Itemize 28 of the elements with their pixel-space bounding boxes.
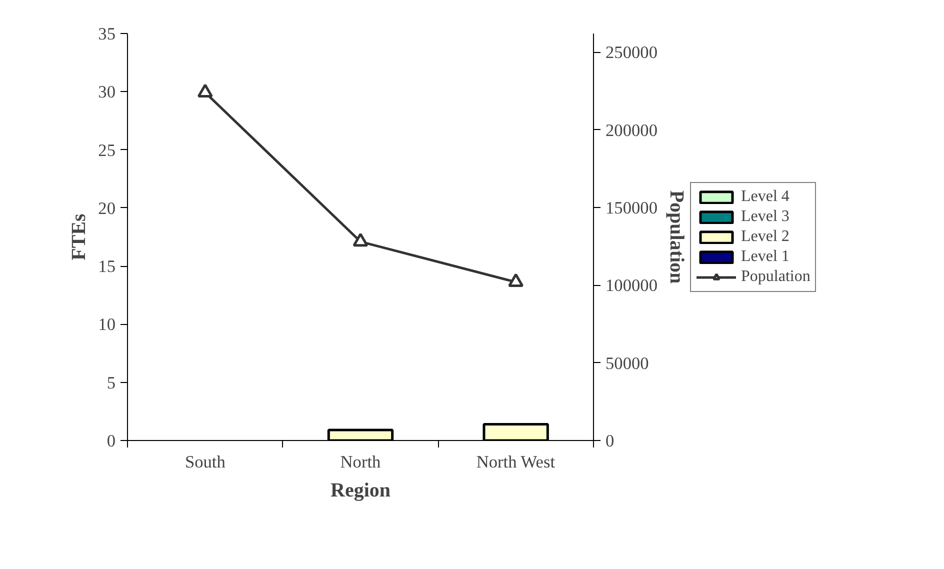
y2-tick-label: 100000 <box>606 276 658 296</box>
point <box>197 84 213 98</box>
y-tick-label: 35 <box>98 24 116 44</box>
x-tick-label: North <box>340 452 382 472</box>
x-axis-title: Region <box>330 480 390 502</box>
y-tick-label: 15 <box>98 257 116 276</box>
y-tick-label: 25 <box>98 140 116 160</box>
y2-axis-title: Population <box>665 190 688 284</box>
point <box>508 273 524 288</box>
y2-tick-label: 0 <box>606 432 614 450</box>
legend-label: Level 1 <box>741 248 790 266</box>
y2-tick-label: 50000 <box>606 354 649 373</box>
y-tick-label: 20 <box>98 198 116 218</box>
y-tick-label: 10 <box>98 315 116 334</box>
point <box>352 232 368 247</box>
legend-label: Level 2 <box>741 228 790 246</box>
y-tick-label: 0 <box>106 432 116 450</box>
y2-tick-label: 150000 <box>606 198 658 218</box>
legend-label: Level 3 <box>741 208 790 226</box>
y-tick-label: 30 <box>98 82 116 102</box>
x-tick-label: South <box>184 452 226 472</box>
y-axis-title: FTEs <box>68 213 90 260</box>
y2-tick-label: 250000 <box>606 43 658 62</box>
y-tick-label: 5 <box>106 373 116 392</box>
legend-label: Level 4 <box>741 188 790 206</box>
legend-label: Population <box>741 268 810 286</box>
x-tick-label: North West <box>476 452 556 472</box>
y2-tick-label: 200000 <box>606 120 658 140</box>
